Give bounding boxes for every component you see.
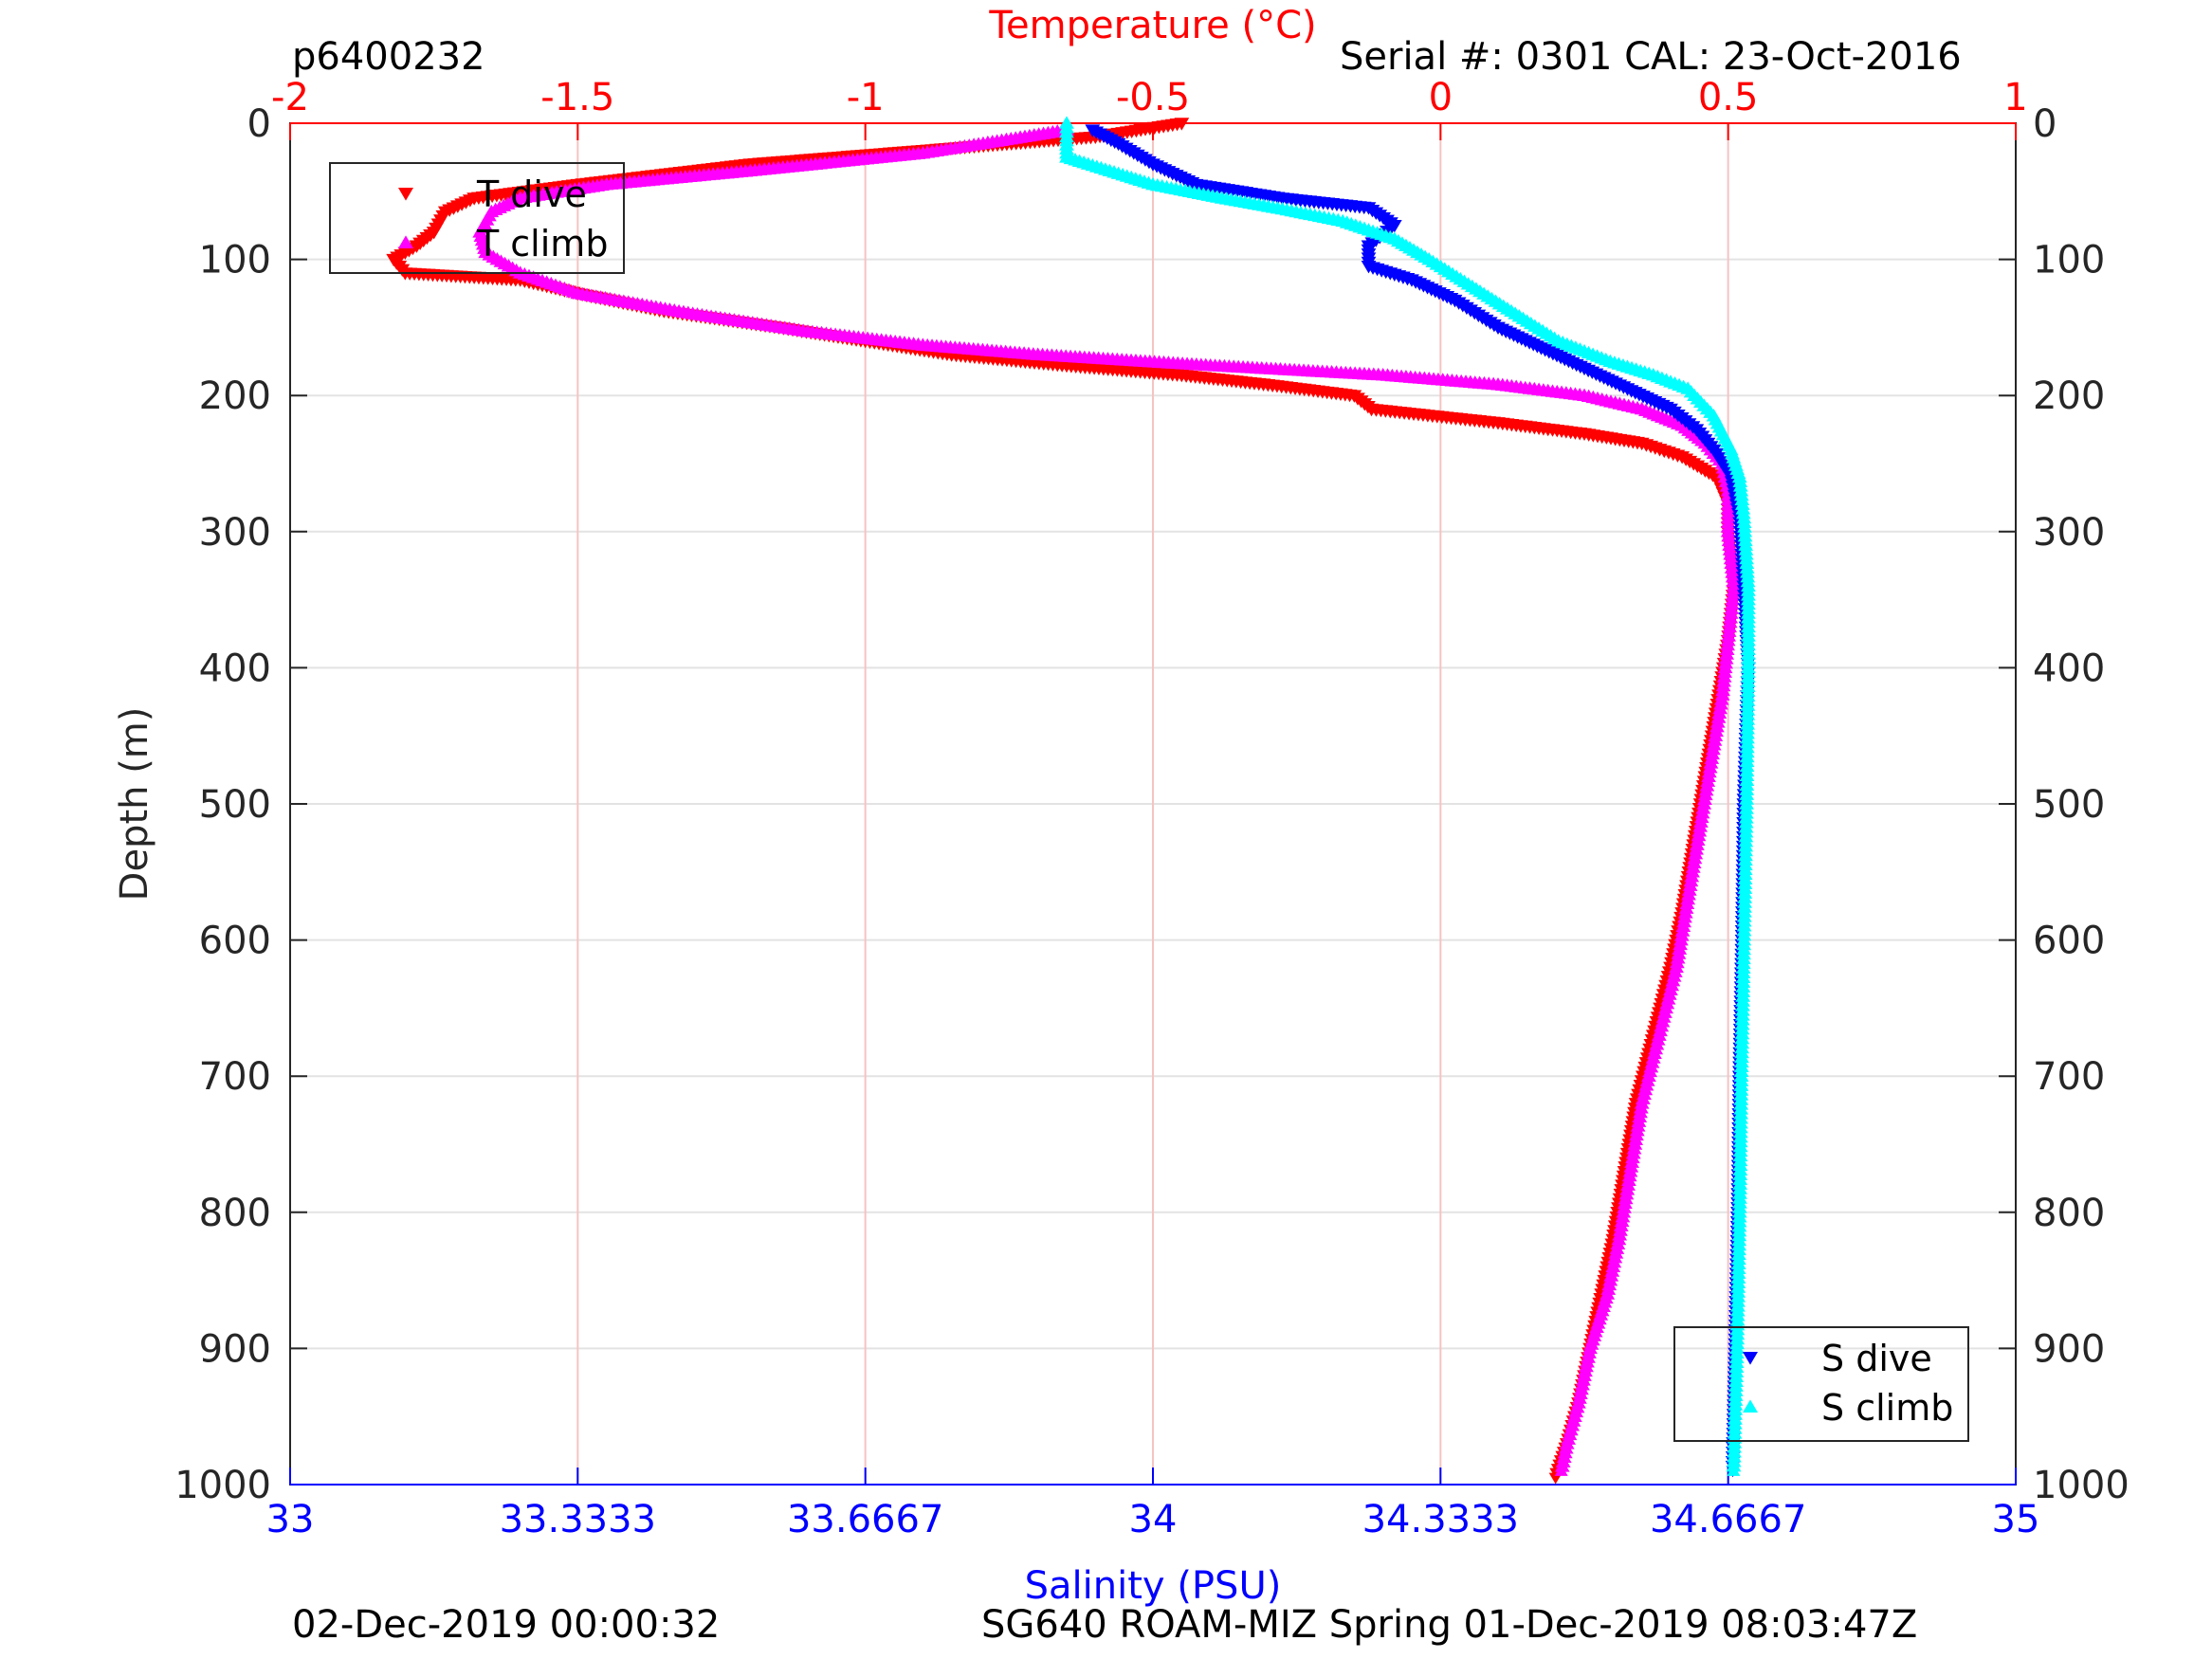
timestamp-label: 02-Dec-2019 00:00:32 xyxy=(292,1603,721,1647)
depth-tick-label-right: 400 xyxy=(2033,647,2105,690)
legend-label: T dive xyxy=(476,173,587,215)
depth-axis-label: Depth (m) xyxy=(113,707,156,902)
depth-tick-label-right: 600 xyxy=(2033,920,2105,963)
legend-marker xyxy=(398,188,413,201)
data-point xyxy=(1727,1464,1741,1476)
temperature-tick-label: -0.5 xyxy=(1116,76,1190,119)
series-s-climb xyxy=(1059,116,1756,1476)
mission-label: SG640 ROAM-MIZ Spring 01-Dec-2019 08:03:… xyxy=(981,1603,1918,1647)
depth-tick-label-left: 800 xyxy=(199,1192,271,1235)
legend-box xyxy=(329,162,625,274)
salinity-tick-label: 35 xyxy=(1992,1498,2040,1541)
legends: T dive T climb S dive S climb xyxy=(329,162,1969,1442)
axes: 0 0 100 100 200 200 300 300 400 400 500 500 600 600 70… xyxy=(174,76,2130,1541)
depth-tick-label-right: 300 xyxy=(2033,511,2105,555)
depth-tick-label-left: 1000 xyxy=(174,1464,271,1507)
profile-id-label: p6400232 xyxy=(292,35,485,79)
temperature-tick-label: -1.5 xyxy=(540,76,614,119)
temperature-tick-label: -2 xyxy=(271,76,309,119)
legend-label: S dive xyxy=(1821,1338,1932,1379)
temperature-tick-label: -1 xyxy=(847,76,885,119)
temperature-tick-label: 0.5 xyxy=(1698,76,1759,119)
legend-marker xyxy=(1743,1399,1758,1413)
depth-tick-label-left: 500 xyxy=(199,783,271,827)
depth-tick-label-left: 700 xyxy=(199,1055,271,1099)
salinity-tick-label: 33.6667 xyxy=(787,1498,943,1541)
legend-bottom-right: S dive S climb xyxy=(1673,1326,1969,1442)
legend-label: T climb xyxy=(476,223,608,264)
legend-marker xyxy=(1743,1352,1758,1365)
depth-tick-label-right: 800 xyxy=(2033,1192,2105,1235)
legend-top-left: T dive T climb xyxy=(329,162,625,274)
salinity-tick-label: 33 xyxy=(266,1498,315,1541)
depth-tick-label-left: 600 xyxy=(199,920,271,963)
data-point xyxy=(1554,1464,1568,1476)
salinity-tick-label: 34.6667 xyxy=(1650,1498,1806,1541)
depth-tick-label-right: 1000 xyxy=(2033,1464,2130,1507)
salinity-tick-label: 34 xyxy=(1129,1498,1178,1541)
temperature-tick-label: 1 xyxy=(2003,76,2027,119)
depth-tick-label-right: 700 xyxy=(2033,1055,2105,1099)
legend-label: S climb xyxy=(1821,1387,1953,1429)
salinity-tick-label: 33.3333 xyxy=(500,1498,656,1541)
temperature-axis-label: Temperature (°C) xyxy=(988,4,1316,47)
series-s-dive xyxy=(1085,124,1756,1478)
grid xyxy=(289,122,2017,1486)
depth-tick-label-left: 300 xyxy=(199,511,271,555)
depth-tick-label-right: 500 xyxy=(2033,783,2105,827)
legend-box xyxy=(1673,1326,1969,1442)
salinity-axis-label: Salinity (PSU) xyxy=(1025,1564,1282,1608)
depth-tick-label-left: 400 xyxy=(199,647,271,690)
depth-tick-label-right: 0 xyxy=(2033,102,2057,146)
data-marks xyxy=(386,116,1756,1485)
depth-tick-label-right: 900 xyxy=(2033,1327,2105,1371)
depth-tick-label-left: 100 xyxy=(199,239,271,283)
depth-tick-label-right: 100 xyxy=(2033,239,2105,283)
series-t-dive xyxy=(386,118,1742,1485)
temperature-tick-label: 0 xyxy=(1429,76,1453,119)
legend-marker xyxy=(398,235,413,248)
depth-tick-label-left: 0 xyxy=(247,102,271,146)
depth-tick-label-left: 200 xyxy=(199,374,271,418)
sensor-calibration-label: Serial #: 0301 CAL: 23-Oct-2016 xyxy=(1340,35,1962,79)
salinity-tick-label: 34.3333 xyxy=(1362,1498,1519,1541)
depth-tick-label-left: 900 xyxy=(199,1327,271,1371)
depth-tick-label-right: 200 xyxy=(2033,374,2105,418)
series-t-climb xyxy=(472,122,1742,1476)
